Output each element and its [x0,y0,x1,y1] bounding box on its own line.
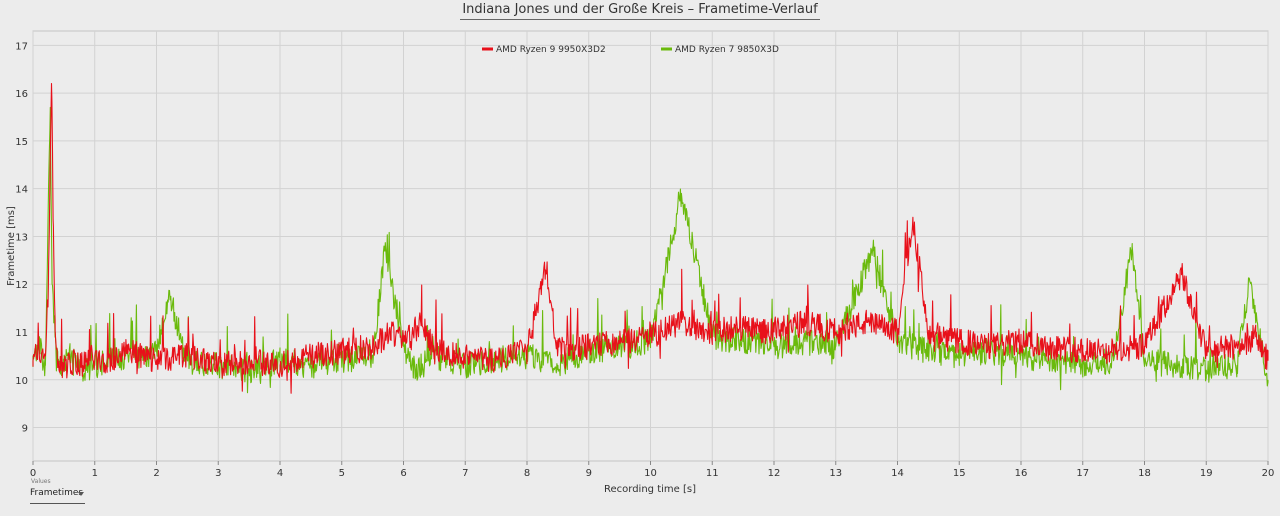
chevron-down-icon [78,492,84,496]
x-tick-label: 10 [644,468,657,479]
legend: AMD Ryzen 9 9950X3D2 AMD Ryzen 7 9850X3D [482,45,779,55]
x-tick-label: 17 [1076,468,1089,479]
x-tick-label: 15 [953,468,966,479]
x-tick-label: 8 [524,468,530,479]
x-tick-label: 0 [30,468,36,479]
grid-lines [32,31,1269,461]
y-tick-label: 11 [15,328,28,339]
x-tick-label: 9 [586,468,592,479]
x-axis-label: Recording time [s] [604,484,696,495]
values-dropdown-text: Frametimes [30,488,84,498]
legend-entry: AMD Ryzen 7 9850X3D [675,45,779,55]
x-tick-label: 7 [462,468,468,479]
x-tick-label: 18 [1138,468,1151,479]
x-tick-label: 1 [92,468,98,479]
chart-title: Indiana Jones und der Große Kreis – Fram… [0,2,1280,20]
x-tick-label: 5 [339,468,345,479]
y-tick-label: 17 [15,41,28,52]
x-tick-label: 4 [277,468,283,479]
chart-title-text: Indiana Jones und der Große Kreis – Fram… [460,2,820,20]
y-axis-label: Frametime [ms] [6,206,17,286]
y-tick-label: 14 [15,185,28,196]
legend-entry: AMD Ryzen 9 9950X3D2 [496,45,606,55]
x-tick-label: 6 [400,468,406,479]
x-tick-label: 19 [1200,468,1213,479]
y-tick-label: 10 [15,376,28,387]
series-line-1 [32,83,1269,394]
y-tick-label: 13 [15,232,28,243]
x-tick-label: 12 [768,468,781,479]
y-tick-label: 16 [15,89,28,100]
x-tick-label: 3 [215,468,221,479]
values-label: Values [31,478,51,485]
series-layer [32,83,1269,394]
x-tick-label: 11 [706,468,719,479]
values-dropdown[interactable]: Frametimes [30,488,85,504]
y-axis-ticks: 9 10 11 12 13 14 15 16 17 [15,41,28,434]
x-tick-label: 13 [829,468,842,479]
x-tick-label: 14 [891,468,904,479]
x-tick-label: 16 [1015,468,1028,479]
y-tick-label: 12 [15,280,28,291]
y-tick-label: 15 [15,137,28,148]
y-tick-label: 9 [22,424,28,435]
x-tick-label: 2 [153,468,159,479]
x-axis-ticks: 0 1 2 3 4 5 6 7 8 9 10 11 12 13 14 15 16 17 18 19 20 [30,461,1275,479]
x-tick-label: 20 [1262,468,1275,479]
